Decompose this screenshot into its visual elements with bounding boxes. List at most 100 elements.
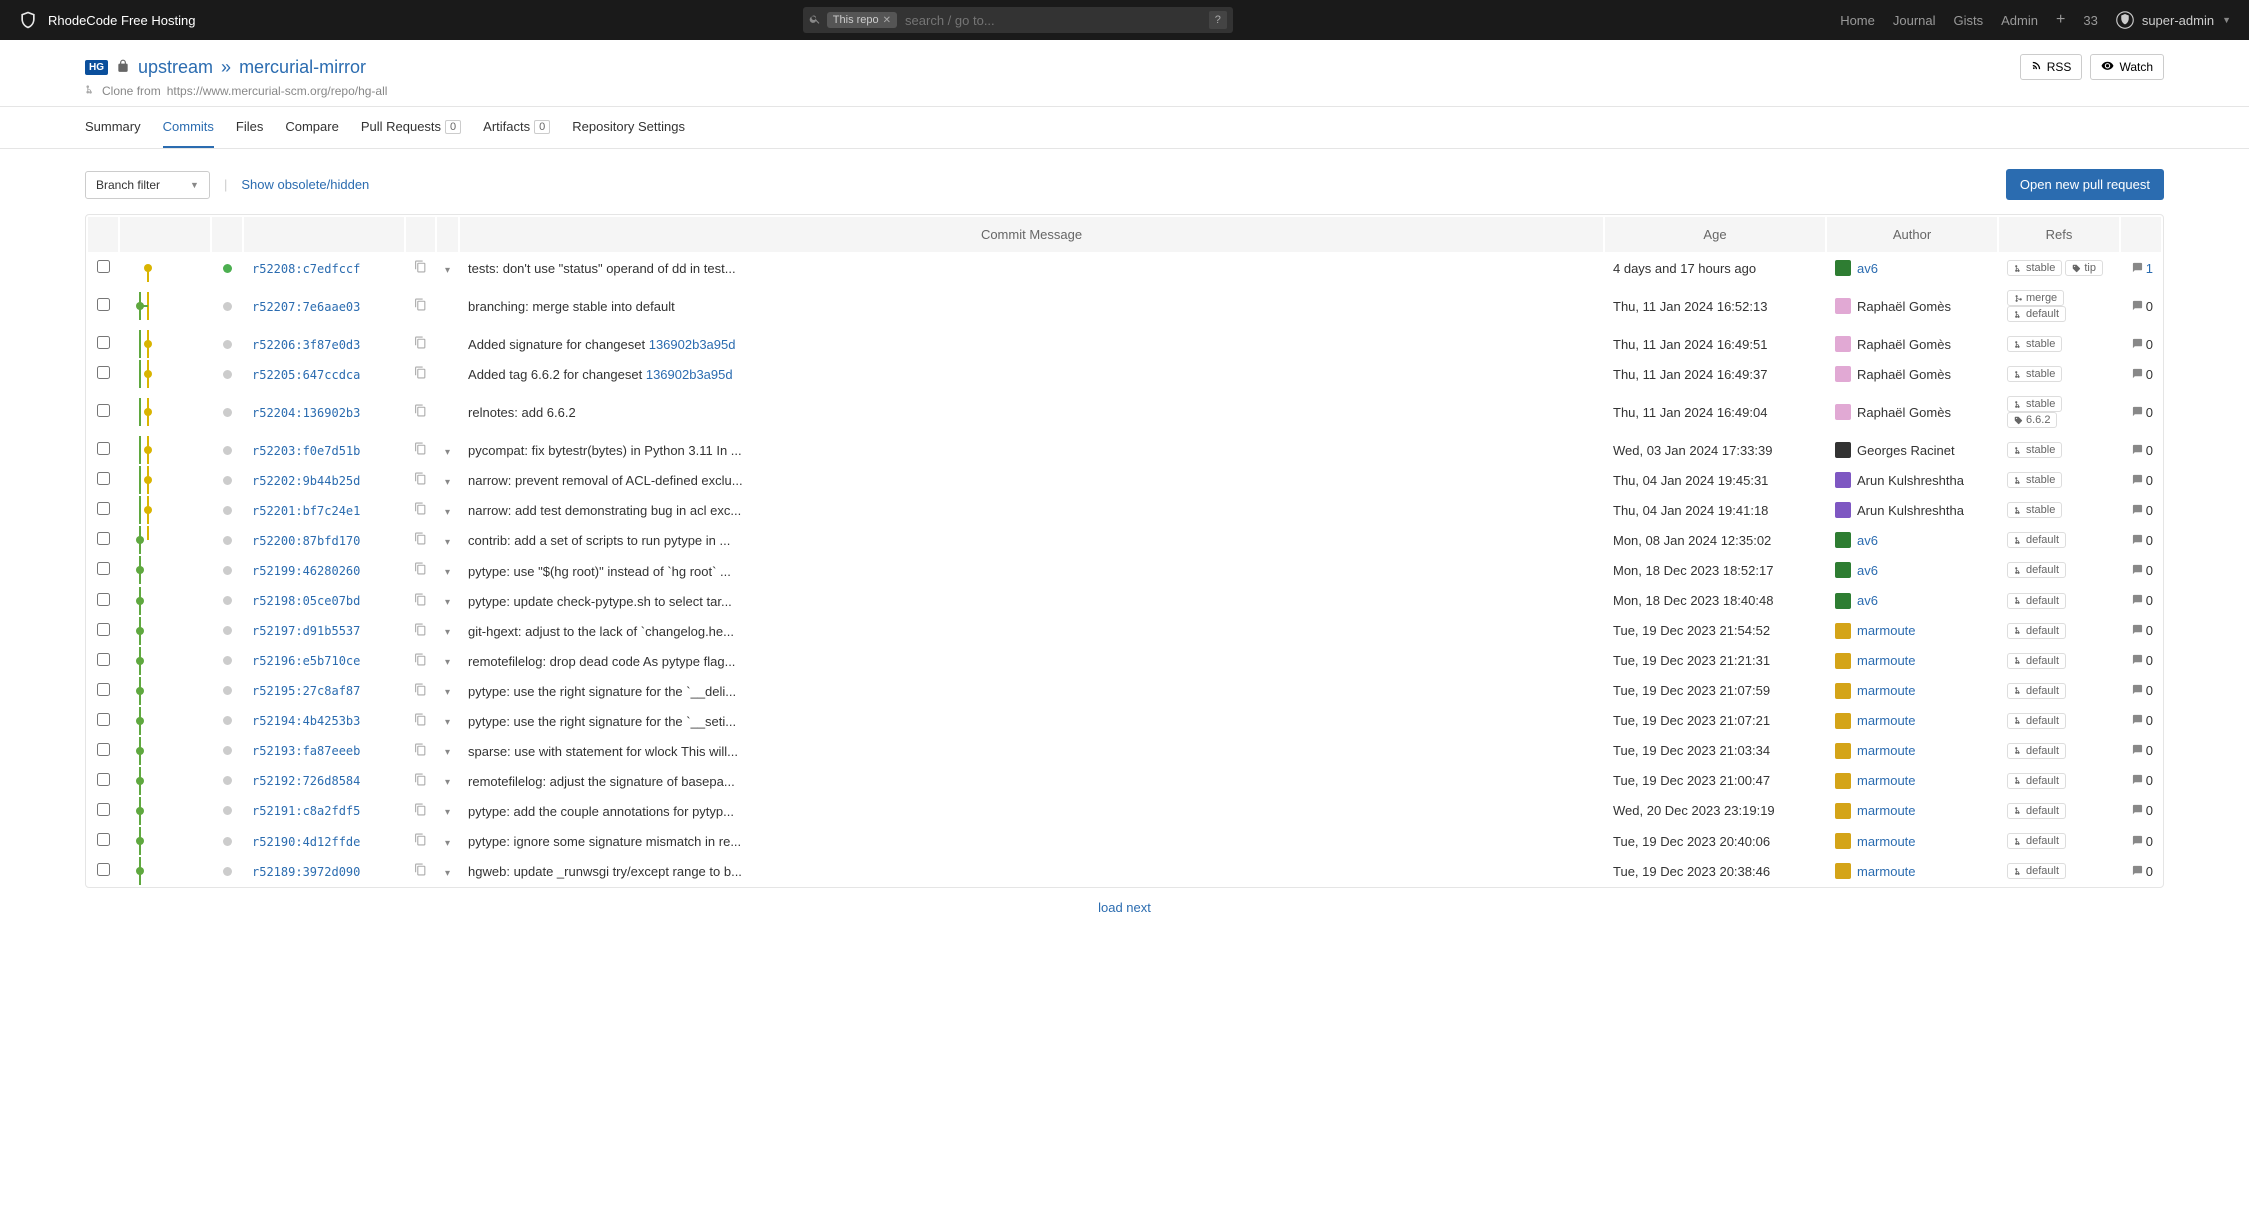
- revision-link[interactable]: r52199:46280260: [252, 564, 360, 578]
- copy-icon[interactable]: [414, 443, 427, 458]
- ref-tag[interactable]: default: [2007, 532, 2066, 548]
- tab-files[interactable]: Files: [236, 107, 263, 148]
- ref-tag[interactable]: default: [2007, 623, 2066, 639]
- revision-link[interactable]: r52191:c8a2fdf5: [252, 804, 360, 818]
- ref-tag[interactable]: default: [2007, 773, 2066, 789]
- copy-icon[interactable]: [414, 533, 427, 548]
- row-checkbox[interactable]: [97, 472, 110, 485]
- watch-button[interactable]: Watch: [2090, 54, 2164, 80]
- revision-link[interactable]: r52207:7e6aae03: [252, 300, 360, 314]
- tab-settings[interactable]: Repository Settings: [572, 107, 685, 148]
- revision-link[interactable]: r52206:3f87e0d3: [252, 338, 360, 352]
- author-link[interactable]: av6: [1857, 261, 1878, 276]
- ref-tag[interactable]: default: [2007, 562, 2066, 578]
- author-link[interactable]: marmoute: [1857, 743, 1916, 758]
- revision-link[interactable]: r52195:27c8af87: [252, 684, 360, 698]
- author-link[interactable]: av6: [1857, 593, 1878, 608]
- row-checkbox[interactable]: [97, 683, 110, 696]
- row-checkbox[interactable]: [97, 366, 110, 379]
- expand-caret-icon[interactable]: ▾: [445, 777, 450, 788]
- copy-icon[interactable]: [414, 864, 427, 879]
- expand-caret-icon[interactable]: ▾: [445, 507, 450, 518]
- author-link[interactable]: marmoute: [1857, 803, 1916, 818]
- revision-link[interactable]: r52197:d91b5537: [252, 624, 360, 638]
- revision-link[interactable]: r52193:fa87eeeb: [252, 744, 360, 758]
- copy-icon[interactable]: [414, 367, 427, 382]
- ref-tag[interactable]: default: [2007, 306, 2066, 322]
- changeset-link[interactable]: 136902b3a95d: [646, 367, 733, 382]
- expand-caret-icon[interactable]: ▾: [445, 868, 450, 879]
- tab-summary[interactable]: Summary: [85, 107, 141, 148]
- tab-commits[interactable]: Commits: [163, 107, 214, 148]
- search-box[interactable]: This repo ✕ ?: [803, 7, 1233, 33]
- row-checkbox[interactable]: [97, 442, 110, 455]
- revision-link[interactable]: r52189:3972d090: [252, 865, 360, 879]
- copy-icon[interactable]: [414, 473, 427, 488]
- revision-link[interactable]: r52204:136902b3: [252, 406, 360, 420]
- author-link[interactable]: marmoute: [1857, 864, 1916, 879]
- expand-caret-icon[interactable]: ▾: [445, 807, 450, 818]
- ref-tag[interactable]: stable: [2007, 502, 2062, 518]
- expand-caret-icon[interactable]: ▾: [445, 717, 450, 728]
- load-next-link[interactable]: load next: [1098, 900, 1151, 915]
- copy-icon[interactable]: [414, 337, 427, 352]
- author-link[interactable]: marmoute: [1857, 683, 1916, 698]
- copy-icon[interactable]: [414, 744, 427, 759]
- row-checkbox[interactable]: [97, 562, 110, 575]
- nav-home[interactable]: Home: [1840, 13, 1875, 28]
- ref-tag[interactable]: default: [2007, 803, 2066, 819]
- user-menu[interactable]: super-admin ▼: [2116, 10, 2231, 30]
- row-checkbox[interactable]: [97, 404, 110, 417]
- nav-add-icon[interactable]: +: [2056, 11, 2065, 29]
- clear-scope-icon[interactable]: ✕: [883, 15, 891, 26]
- search-scope-badge[interactable]: This repo ✕: [827, 12, 897, 28]
- tab-pull-requests[interactable]: Pull Requests 0: [361, 107, 461, 148]
- branch-filter-dropdown[interactable]: Branch filter ▼: [85, 171, 210, 199]
- copy-icon[interactable]: [414, 654, 427, 669]
- author-link[interactable]: marmoute: [1857, 653, 1916, 668]
- open-pr-button[interactable]: Open new pull request: [2006, 169, 2164, 200]
- revision-link[interactable]: r52208:c7edfccf: [252, 262, 360, 276]
- row-checkbox[interactable]: [97, 713, 110, 726]
- row-checkbox[interactable]: [97, 532, 110, 545]
- ref-tag[interactable]: 6.6.2: [2007, 412, 2057, 428]
- author-link[interactable]: marmoute: [1857, 773, 1916, 788]
- expand-caret-icon[interactable]: ▾: [445, 567, 450, 578]
- row-checkbox[interactable]: [97, 773, 110, 786]
- revision-link[interactable]: r52203:f0e7d51b: [252, 444, 360, 458]
- copy-icon[interactable]: [414, 624, 427, 639]
- row-checkbox[interactable]: [97, 743, 110, 756]
- expand-caret-icon[interactable]: ▾: [445, 657, 450, 668]
- ref-tag[interactable]: merge: [2007, 290, 2064, 306]
- expand-caret-icon[interactable]: ▾: [445, 447, 450, 458]
- breadcrumb-repo-name[interactable]: mercurial-mirror: [239, 57, 366, 78]
- row-checkbox[interactable]: [97, 298, 110, 311]
- ref-tag[interactable]: stable: [2007, 472, 2062, 488]
- author-link[interactable]: marmoute: [1857, 834, 1916, 849]
- revision-link[interactable]: r52198:05ce07bd: [252, 594, 360, 608]
- row-checkbox[interactable]: [97, 593, 110, 606]
- ref-tag[interactable]: default: [2007, 593, 2066, 609]
- row-checkbox[interactable]: [97, 502, 110, 515]
- revision-link[interactable]: r52190:4d12ffde: [252, 835, 360, 849]
- search-input[interactable]: [905, 13, 1203, 28]
- row-checkbox[interactable]: [97, 863, 110, 876]
- ref-tag[interactable]: default: [2007, 653, 2066, 669]
- row-checkbox[interactable]: [97, 803, 110, 816]
- ref-tag[interactable]: stable: [2007, 366, 2062, 382]
- revision-link[interactable]: r52205:647ccdca: [252, 368, 360, 382]
- row-checkbox[interactable]: [97, 653, 110, 666]
- row-checkbox[interactable]: [97, 833, 110, 846]
- rss-button[interactable]: RSS: [2020, 54, 2083, 80]
- ref-tag[interactable]: stable: [2007, 336, 2062, 352]
- author-link[interactable]: marmoute: [1857, 623, 1916, 638]
- revision-link[interactable]: r52201:bf7c24e1: [252, 504, 360, 518]
- copy-icon[interactable]: [414, 774, 427, 789]
- show-hidden-link[interactable]: Show obsolete/hidden: [241, 177, 369, 192]
- revision-link[interactable]: r52200:87bfd170: [252, 534, 360, 548]
- author-link[interactable]: av6: [1857, 533, 1878, 548]
- ref-tag[interactable]: stable: [2007, 442, 2062, 458]
- copy-icon[interactable]: [414, 405, 427, 420]
- expand-caret-icon[interactable]: ▾: [445, 838, 450, 849]
- ref-tag[interactable]: stable: [2007, 396, 2062, 412]
